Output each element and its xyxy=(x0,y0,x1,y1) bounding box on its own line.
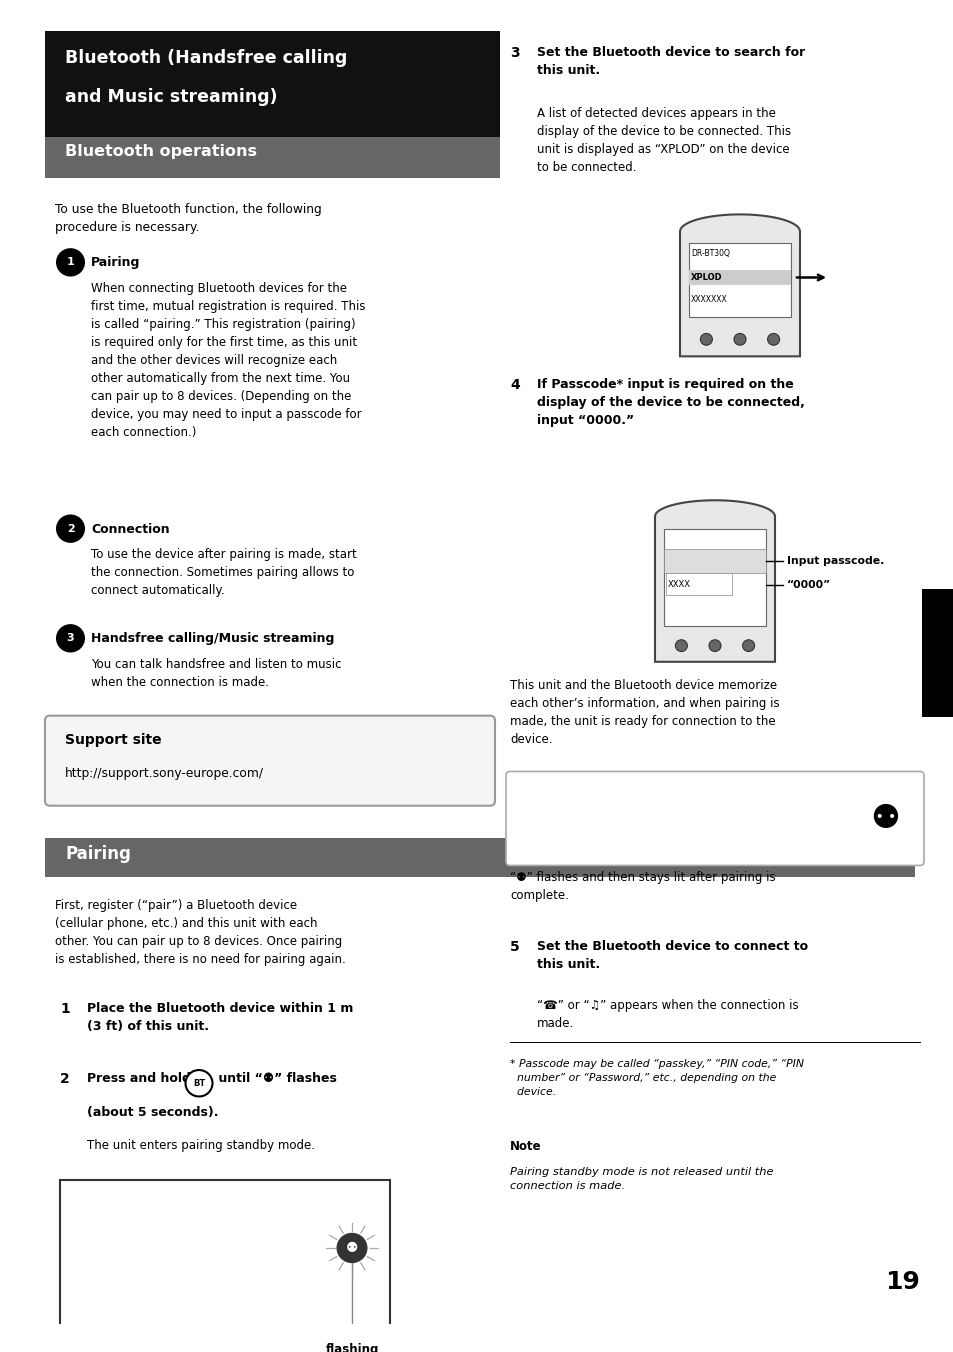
Bar xyxy=(663,549,765,573)
Text: 1: 1 xyxy=(67,257,74,268)
Text: Pairing standby mode is not released until the
connection is made.: Pairing standby mode is not released unt… xyxy=(510,1167,773,1191)
Text: 19: 19 xyxy=(884,1271,919,1294)
Text: When connecting Bluetooth devices for the
first time, mutual registration is req: When connecting Bluetooth devices for th… xyxy=(91,283,365,439)
Bar xyxy=(663,530,765,626)
Circle shape xyxy=(708,639,720,652)
Text: This unit and the Bluetooth device memorize
each other’s information, and when p: This unit and the Bluetooth device memor… xyxy=(510,680,779,746)
Bar xyxy=(688,269,790,285)
Text: * Passcode may be called “passkey,” “PIN code,” “PIN
  number” or “Password,” et: * Passcode may be called “passkey,” “PIN… xyxy=(510,1059,803,1098)
Text: Place the Bluetooth device within 1 m
(3 ft) of this unit.: Place the Bluetooth device within 1 m (3… xyxy=(87,1002,353,1033)
Text: Bluetooth (Handsfree calling: Bluetooth (Handsfree calling xyxy=(65,49,347,68)
Text: XPLOD: XPLOD xyxy=(690,273,721,283)
Polygon shape xyxy=(679,215,800,357)
Text: Pairing: Pairing xyxy=(65,845,131,863)
Text: First, register (“pair”) a Bluetooth device
(cellular phone, etc.) and this unit: First, register (“pair”) a Bluetooth dev… xyxy=(55,899,345,965)
Circle shape xyxy=(675,639,687,652)
Text: BT: BT xyxy=(193,1079,205,1088)
Text: “☎” or “♫” appears when the connection is
made.: “☎” or “♫” appears when the connection i… xyxy=(537,999,798,1030)
Text: Press and hold: Press and hold xyxy=(87,1072,195,1086)
Text: A list of detected devices appears in the
display of the device to be connected.: A list of detected devices appears in th… xyxy=(537,107,790,173)
Circle shape xyxy=(767,334,779,345)
Text: XXXX: XXXX xyxy=(667,580,690,589)
Bar xyxy=(45,838,914,877)
Text: DR-BT30Q: DR-BT30Q xyxy=(690,249,729,258)
Text: “⚉” flashes and then stays lit after pairing is
complete.: “⚉” flashes and then stays lit after pai… xyxy=(510,871,775,902)
Bar xyxy=(688,243,790,316)
Circle shape xyxy=(185,1069,213,1096)
Text: 3: 3 xyxy=(67,633,74,644)
Text: Note: Note xyxy=(510,1140,541,1152)
Text: Pairing: Pairing xyxy=(91,257,140,269)
Text: “0000”: “0000” xyxy=(786,580,830,589)
Text: Support site: Support site xyxy=(65,733,161,748)
Text: 1: 1 xyxy=(60,1002,70,1015)
Text: (about 5 seconds).: (about 5 seconds). xyxy=(87,1106,218,1119)
Bar xyxy=(60,1180,390,1332)
Text: flashing: flashing xyxy=(325,1343,378,1352)
Text: 2: 2 xyxy=(67,523,74,534)
Text: 2: 2 xyxy=(60,1072,70,1086)
Text: ⚉: ⚉ xyxy=(869,802,899,836)
Text: Bluetooth operations: Bluetooth operations xyxy=(65,143,256,160)
Text: http://support.sony-europe.com/: http://support.sony-europe.com/ xyxy=(65,767,264,780)
Bar xyxy=(45,31,499,137)
Bar xyxy=(665,573,732,595)
Circle shape xyxy=(56,625,85,653)
FancyBboxPatch shape xyxy=(45,715,495,806)
Bar xyxy=(921,589,953,717)
Circle shape xyxy=(741,639,754,652)
Circle shape xyxy=(56,249,85,277)
Text: You can talk handsfree and listen to music
when the connection is made.: You can talk handsfree and listen to mus… xyxy=(91,658,341,690)
Circle shape xyxy=(733,334,745,345)
Text: ⚉: ⚉ xyxy=(345,1241,358,1255)
Text: 5: 5 xyxy=(510,940,519,953)
Text: The unit enters pairing standby mode.: The unit enters pairing standby mode. xyxy=(87,1138,314,1152)
Text: Set the Bluetooth device to search for
this unit.: Set the Bluetooth device to search for t… xyxy=(537,46,804,77)
Text: Handsfree calling/Music streaming: Handsfree calling/Music streaming xyxy=(91,633,334,645)
Polygon shape xyxy=(655,500,774,661)
Circle shape xyxy=(56,515,85,544)
Text: To use the device after pairing is made, start
the connection. Sometimes pairing: To use the device after pairing is made,… xyxy=(91,549,356,598)
FancyBboxPatch shape xyxy=(505,772,923,865)
Text: 4: 4 xyxy=(510,379,519,392)
Text: To use the Bluetooth function, the following
procedure is necessary.: To use the Bluetooth function, the follo… xyxy=(55,203,321,234)
Text: Input passcode.: Input passcode. xyxy=(786,556,883,566)
Text: Connection: Connection xyxy=(91,523,170,535)
Text: If Passcode* input is required on the
display of the device to be connected,
inp: If Passcode* input is required on the di… xyxy=(537,379,804,427)
Text: Set the Bluetooth device to connect to
this unit.: Set the Bluetooth device to connect to t… xyxy=(537,940,807,971)
Text: and Music streaming): and Music streaming) xyxy=(65,88,277,105)
Bar xyxy=(45,137,499,178)
Circle shape xyxy=(336,1233,367,1263)
Text: 3: 3 xyxy=(510,46,519,59)
Circle shape xyxy=(700,334,712,345)
Text: until “⚉” flashes: until “⚉” flashes xyxy=(214,1072,337,1086)
Text: XXXXXXX: XXXXXXX xyxy=(690,295,727,304)
